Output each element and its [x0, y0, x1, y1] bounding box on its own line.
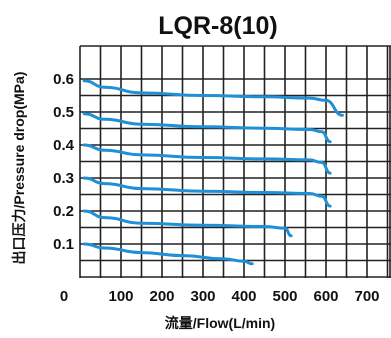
series-line-3 — [82, 143, 332, 175]
x-tick-label: 500 — [272, 288, 297, 305]
y-tick-label: 0.2 — [53, 203, 74, 220]
x-tick-label: 700 — [354, 288, 379, 305]
series-line-5 — [82, 209, 293, 238]
series-line-2 — [82, 112, 332, 144]
y-tick-label: 0.5 — [53, 104, 74, 121]
series-line-6 — [82, 242, 254, 266]
series-line-1 — [82, 79, 344, 117]
y-tick-label: 0.6 — [53, 71, 74, 88]
y-tick-label: 0.3 — [53, 170, 74, 187]
series-group — [82, 79, 344, 266]
chart-title: LQR-8(10) — [158, 12, 277, 40]
x-tick-label: 600 — [313, 288, 338, 305]
x-tick-label: 0 — [60, 288, 68, 305]
x-axis-label: 流量/Flow(L/min) — [165, 315, 275, 331]
x-tick-labels: 0 100 200 300 400 500 600 700 — [60, 288, 380, 305]
x-tick-label: 400 — [231, 288, 256, 305]
x-tick-label: 100 — [108, 288, 133, 305]
y-tick-labels: 0.1 0.2 0.3 0.4 0.5 0.6 — [53, 71, 75, 253]
y-axis-label: 出口压力/Pressure drop(MPa) — [11, 72, 27, 265]
x-tick-label: 300 — [190, 288, 215, 305]
y-tick-label: 0.1 — [53, 236, 74, 253]
grid — [79, 45, 391, 278]
y-tick-label: 0.4 — [53, 137, 75, 154]
series-line-4 — [82, 176, 332, 208]
x-tick-label: 200 — [149, 288, 174, 305]
